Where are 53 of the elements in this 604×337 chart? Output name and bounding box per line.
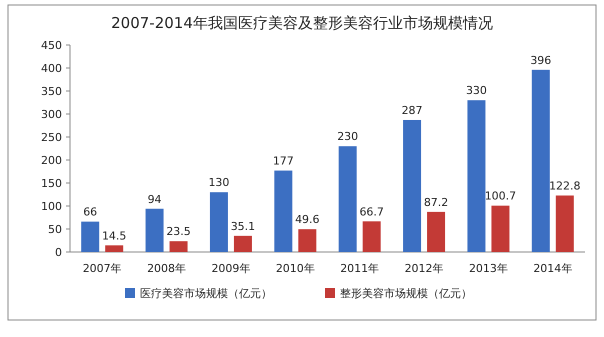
bar — [274, 170, 292, 252]
y-tick-label: 450 — [41, 39, 62, 52]
x-tick-label: 2011年 — [340, 262, 380, 275]
data-label: 177 — [272, 154, 294, 168]
bar — [234, 236, 252, 252]
data-label: 230 — [337, 130, 358, 144]
y-tick-label: 300 — [41, 108, 62, 121]
data-label: 100.7 — [484, 190, 516, 203]
bar — [338, 146, 357, 252]
y-tick-label: 100 — [41, 200, 62, 213]
data-label: 94 — [148, 192, 162, 206]
bar — [298, 229, 316, 252]
data-label: 287 — [402, 104, 423, 117]
y-tick-label: 0 — [55, 246, 62, 259]
bar — [105, 245, 124, 252]
data-label: 14.5 — [102, 229, 126, 242]
x-tick-label: 2007年 — [82, 262, 122, 275]
x-tick-label: 2013年 — [468, 262, 508, 275]
y-tick-label: 350 — [41, 85, 62, 98]
data-label: 396 — [530, 54, 552, 67]
y-tick-label: 250 — [41, 131, 62, 144]
bar — [146, 208, 164, 252]
data-label: 35.1 — [230, 220, 256, 233]
legend-label: 整形美容市场规模（亿元） — [340, 287, 472, 300]
data-label: 23.5 — [166, 225, 191, 238]
data-label: 122.8 — [549, 180, 581, 193]
y-tick-label: 200 — [41, 154, 62, 167]
y-tick-label: 50 — [48, 223, 62, 236]
y-tick-label: 150 — [41, 177, 62, 190]
bar — [362, 221, 381, 252]
x-tick-label: 2012年 — [404, 262, 444, 275]
chart-title: 2007-2014年我国医疗美容及整形美容行业市场规模情况 — [111, 14, 493, 32]
data-label: 49.6 — [295, 213, 320, 226]
bar — [403, 120, 422, 252]
bar — [491, 206, 510, 252]
x-tick-label: 2010年 — [276, 262, 315, 275]
data-label: 66 — [83, 206, 98, 219]
bar — [556, 196, 574, 252]
legend-label: 医疗美容市场规模（亿元） — [140, 287, 272, 300]
bar — [467, 100, 486, 252]
x-tick-label: 2008年 — [147, 262, 186, 275]
bar — [427, 212, 446, 252]
bar — [81, 222, 100, 252]
data-label: 330 — [466, 84, 487, 98]
data-label: 87.2 — [424, 196, 448, 209]
y-tick-label: 400 — [41, 62, 62, 75]
x-tick-label: 2014年 — [533, 262, 572, 275]
x-tick-label: 2009年 — [211, 262, 250, 275]
bar — [532, 70, 550, 252]
data-label: 130 — [208, 176, 230, 190]
data-label: 66.7 — [359, 205, 384, 218]
bar — [210, 192, 228, 252]
bar — [170, 241, 188, 252]
